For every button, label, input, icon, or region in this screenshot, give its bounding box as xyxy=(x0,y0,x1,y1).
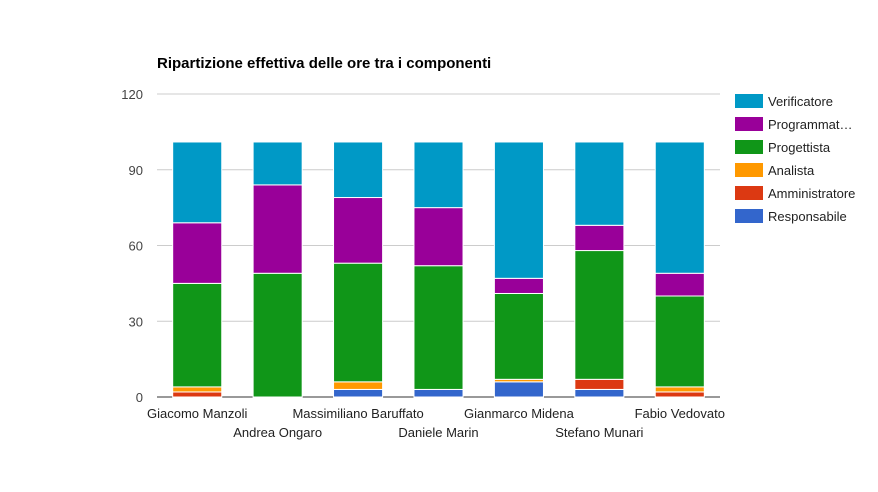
bar-segment-progettista[interactable] xyxy=(333,262,384,383)
bar-segment-amministratore[interactable] xyxy=(654,391,705,398)
bar-segment-responsabile[interactable] xyxy=(493,381,544,398)
bar-segment-verificatore[interactable] xyxy=(654,141,705,274)
legend-label: Verificatore xyxy=(768,94,833,109)
x-tick-label: Daniele Marin xyxy=(398,425,478,440)
bar-segment-responsabile[interactable] xyxy=(574,388,625,398)
bar-segment-responsabile[interactable] xyxy=(413,388,464,398)
bar-segment-programmat[interactable] xyxy=(413,207,464,267)
y-axis: 0 30 60 90 120 xyxy=(121,87,143,405)
legend-swatch xyxy=(735,117,763,131)
bar-segment-responsabile[interactable] xyxy=(333,388,384,398)
bar-segment-programmat[interactable] xyxy=(252,184,303,274)
bar-segment-progettista[interactable] xyxy=(413,265,464,390)
bar-segment-programmat[interactable] xyxy=(172,222,223,284)
legend-swatch xyxy=(735,163,763,177)
y-tick-label: 60 xyxy=(129,239,143,254)
legend[interactable]: Verificatore Programmat… Progettista Analis… xyxy=(735,94,855,224)
x-tick-label: Andrea Ongaro xyxy=(233,425,322,440)
y-tick-label: 30 xyxy=(129,314,143,329)
bar-segment-verificatore[interactable] xyxy=(574,141,625,226)
legend-label: Amministratore xyxy=(768,186,855,201)
bar-segment-programmat[interactable] xyxy=(493,277,544,294)
bar-segment-analista[interactable] xyxy=(172,386,223,393)
bar-segment-verificatore[interactable] xyxy=(493,141,544,279)
legend-item[interactable]: Programmat… xyxy=(735,117,853,132)
bar-segment-progettista[interactable] xyxy=(252,272,303,398)
bar-segment-verificatore[interactable] xyxy=(172,141,223,224)
bar-segment-progettista[interactable] xyxy=(172,282,223,388)
x-tick-label: Stefano Munari xyxy=(555,425,643,440)
y-tick-label: 120 xyxy=(121,87,143,102)
y-tick-label: 90 xyxy=(129,163,143,178)
bar-segment-verificatore[interactable] xyxy=(413,141,464,209)
x-tick-label: Gianmarco Midena xyxy=(464,406,575,421)
legend-swatch xyxy=(735,140,763,154)
legend-swatch xyxy=(735,209,763,223)
x-axis: Giacomo Manzoli Andrea Ongaro Massimiliano… xyxy=(147,406,725,440)
legend-item[interactable]: Amministratore xyxy=(735,186,855,201)
legend-label: Programmat… xyxy=(768,117,853,132)
bar-segment-amministratore[interactable] xyxy=(574,378,625,390)
bar-segment-verificatore[interactable] xyxy=(252,141,303,186)
legend-label: Responsabile xyxy=(768,209,847,224)
chart-title: Ripartizione effettiva delle ore tra i c… xyxy=(157,55,491,72)
bar-segment-programmat[interactable] xyxy=(654,272,705,297)
bar-segment-analista[interactable] xyxy=(333,381,384,390)
x-tick-label: Massimiliano Baruffato xyxy=(292,406,423,421)
legend-swatch xyxy=(735,186,763,200)
x-tick-label: Fabio Vedovato xyxy=(635,406,725,421)
legend-swatch xyxy=(735,94,763,108)
legend-item[interactable]: Verificatore xyxy=(735,94,833,109)
bar-segment-progettista[interactable] xyxy=(654,295,705,388)
bar-segment-programmat[interactable] xyxy=(333,197,384,264)
bar-segment-progettista[interactable] xyxy=(574,250,625,380)
bar-segment-amministratore[interactable] xyxy=(172,391,223,398)
bar-segment-programmat[interactable] xyxy=(574,224,625,252)
legend-item[interactable]: Responsabile xyxy=(735,209,847,224)
bar-segment-analista[interactable] xyxy=(654,386,705,393)
legend-item[interactable]: Progettista xyxy=(735,140,831,155)
bar-segment-progettista[interactable] xyxy=(493,292,544,380)
bars xyxy=(172,141,705,398)
legend-item[interactable]: Analista xyxy=(735,163,815,178)
legend-label: Analista xyxy=(768,163,815,178)
y-tick-label: 0 xyxy=(136,390,143,405)
legend-label: Progettista xyxy=(768,140,831,155)
x-tick-label: Giacomo Manzoli xyxy=(147,406,248,421)
bar-segment-verificatore[interactable] xyxy=(333,141,384,199)
